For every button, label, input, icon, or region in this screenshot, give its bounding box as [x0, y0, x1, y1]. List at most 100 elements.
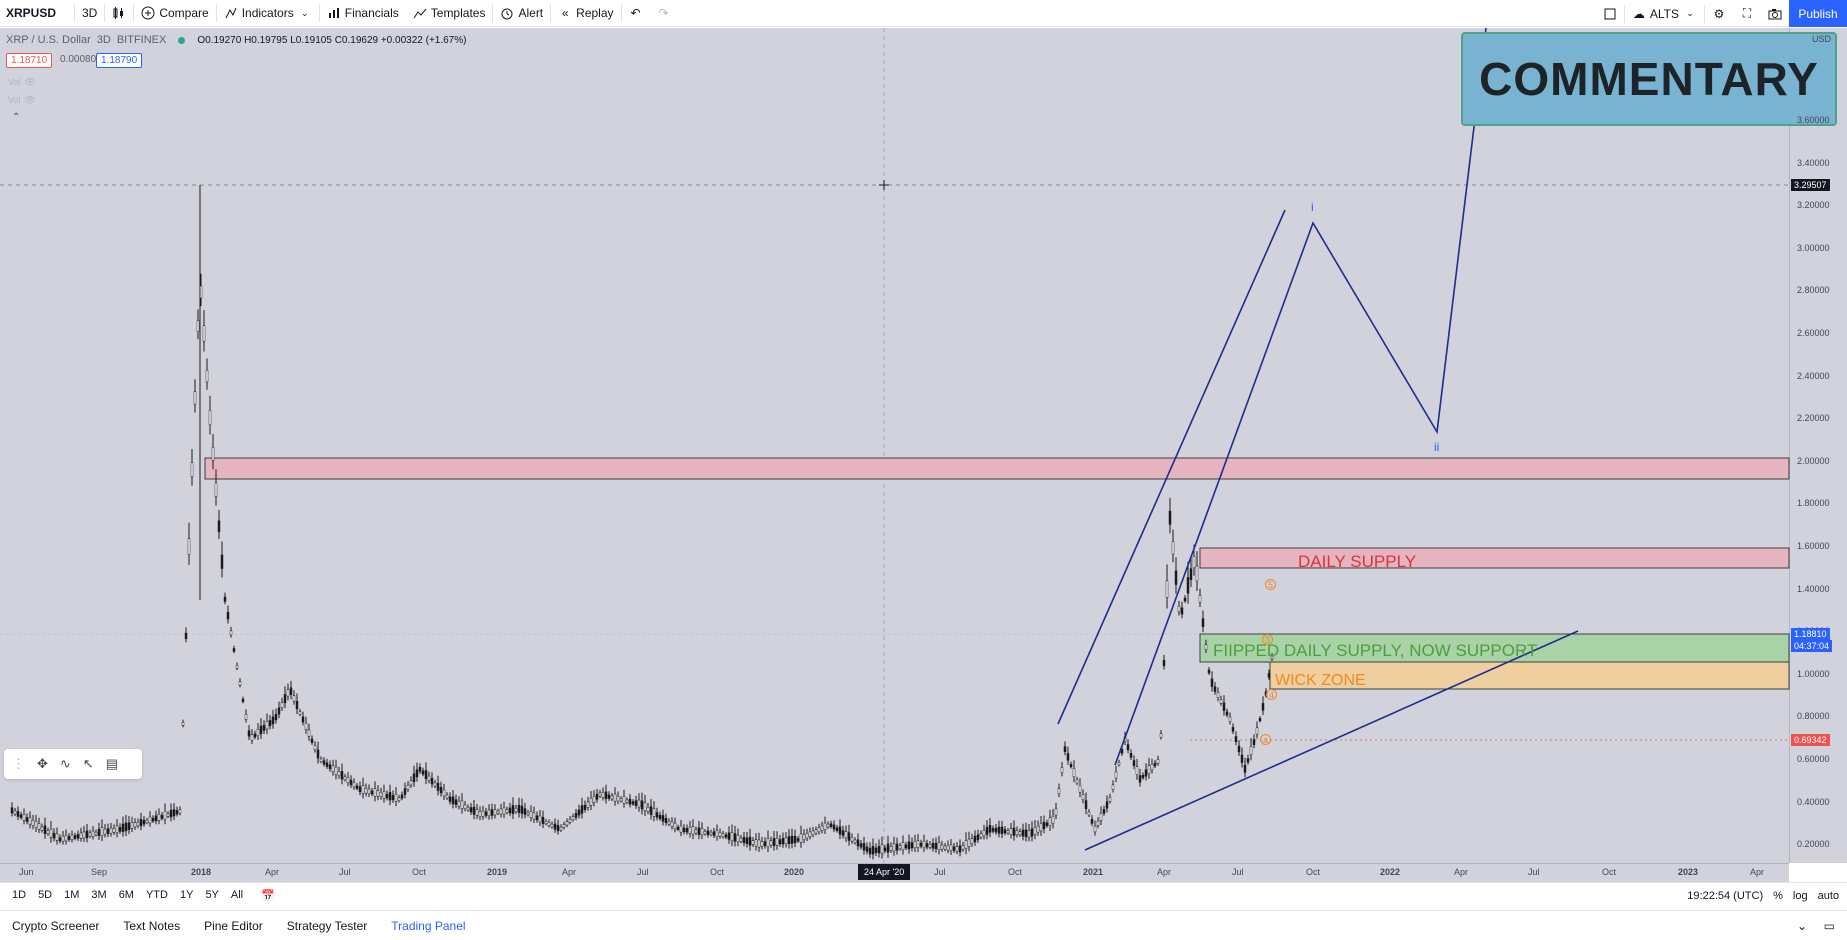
candle-body — [745, 837, 749, 844]
candle-body — [691, 826, 695, 835]
candle-body — [274, 713, 278, 721]
candle-body — [1249, 746, 1253, 756]
undo-button[interactable]: ↶ — [622, 0, 650, 27]
price-axis[interactable] — [1789, 28, 1847, 863]
compare-button[interactable]: Compare — [134, 0, 215, 27]
panel-tab[interactable]: Crypto Screener — [12, 918, 100, 933]
ruler-icon[interactable]: ▤ — [105, 756, 119, 771]
maximize-panel-icon[interactable]: ▭ — [1823, 918, 1835, 933]
candle-body — [622, 796, 626, 804]
candle-body — [394, 793, 398, 802]
currency-label[interactable]: USD — [1812, 34, 1832, 44]
range-button[interactable]: 1D — [12, 889, 27, 901]
pattern-icon[interactable]: ✥ — [37, 756, 48, 771]
candle-body — [52, 832, 56, 839]
time-tick-label: 2023 — [1678, 867, 1699, 877]
layout-select-button[interactable] — [1596, 0, 1624, 27]
volume-legend-2[interactable]: Vol 👁 — [8, 95, 36, 106]
candle-body — [88, 832, 92, 837]
candle-body — [1090, 818, 1094, 824]
range-button[interactable]: 1Y — [179, 889, 194, 901]
candle-body — [64, 834, 68, 842]
candle-body — [79, 832, 83, 839]
candle-body — [271, 716, 275, 725]
go-to-date-icon[interactable]: 📅 — [261, 889, 275, 902]
divider — [550, 4, 552, 22]
layout-name-button[interactable]: ☁ ALTS ⌄ — [1625, 0, 1704, 27]
time-tick-label: Jul — [934, 867, 946, 877]
auto-toggle[interactable]: auto — [1817, 889, 1839, 902]
candle-body — [613, 793, 617, 802]
candle-body — [1069, 764, 1073, 768]
eye-icon[interactable]: 👁 — [24, 95, 36, 105]
templates-button[interactable]: Templates — [406, 0, 493, 27]
cloud-icon: ☁ — [1632, 6, 1645, 21]
candle-body — [16, 811, 20, 817]
range-button[interactable]: 6M — [118, 889, 134, 901]
publish-button[interactable]: Publish — [1789, 0, 1847, 27]
candle-body — [1018, 831, 1022, 836]
collapse-legend-icon[interactable]: ⌃ — [12, 112, 21, 123]
range-button[interactable]: 3M — [91, 889, 107, 901]
candle-body — [1246, 758, 1250, 763]
time-tick-label: 2022 — [1380, 867, 1401, 877]
candle-body — [1159, 733, 1163, 738]
log-toggle[interactable]: log — [1792, 889, 1808, 902]
buy-price-box[interactable]: 1.18790 — [96, 53, 143, 68]
replay-button[interactable]: « Replay — [551, 0, 620, 27]
alert-button[interactable]: Alert — [493, 0, 550, 27]
interval-button[interactable]: 3D — [82, 6, 98, 20]
financials-button[interactable]: Financials — [320, 0, 406, 27]
candle-body — [637, 799, 641, 808]
chart-pane[interactable] — [0, 28, 1789, 863]
range-button[interactable]: 5Y — [205, 889, 219, 901]
volume-legend-1[interactable]: Vol 👁 — [8, 77, 36, 88]
candle-body — [1099, 813, 1103, 821]
fullscreen-button[interactable]: ⛶ — [1733, 0, 1761, 27]
sell-price-box[interactable]: 1.18710 — [6, 53, 53, 68]
snapshot-button[interactable] — [1761, 0, 1789, 27]
percent-toggle[interactable]: % — [1773, 889, 1783, 902]
drag-handle-icon[interactable]: ⋮ — [12, 756, 25, 771]
candle-body — [991, 828, 995, 832]
candle-body — [988, 824, 992, 833]
redo-button[interactable]: ↷ — [650, 0, 678, 27]
candle-body — [1255, 727, 1259, 735]
panel-tab[interactable]: Text Notes — [123, 918, 181, 933]
candle-body — [490, 809, 494, 816]
chart-type-button[interactable] — [105, 0, 133, 27]
candle-body — [187, 538, 191, 555]
wave-icon[interactable]: ∿ — [59, 756, 71, 771]
candle-body — [367, 788, 371, 795]
candle-body — [172, 809, 176, 817]
candle-body — [1270, 655, 1274, 660]
candle-body — [772, 838, 776, 846]
candle-body — [496, 810, 500, 814]
indicators-button[interactable]: Indicators ⌄ — [217, 0, 319, 27]
range-button[interactable]: YTD — [145, 889, 168, 901]
panel-tab[interactable]: Strategy Tester — [286, 918, 368, 933]
indicators-label: Indicators — [241, 6, 294, 20]
panel-tab[interactable]: Trading Panel — [391, 918, 466, 933]
price-tick-label: 1.80000 — [1797, 498, 1830, 509]
clock-label[interactable]: 19:22:54 (UTC) — [1687, 889, 1764, 902]
collapse-panel-icon[interactable]: ⌄ — [1796, 918, 1807, 933]
range-button[interactable]: 1M — [64, 889, 80, 901]
candle-body — [1111, 784, 1115, 790]
eye-icon[interactable]: 👁 — [24, 77, 36, 87]
settings-button[interactable]: ⚙ — [1705, 0, 1733, 27]
candle-body — [655, 812, 659, 818]
symbol-title[interactable]: XRP / U.S. Dollar — [6, 34, 91, 46]
symbol-search-button[interactable]: XRPUSD — [6, 6, 57, 20]
candle-body — [193, 391, 197, 405]
candle-body — [1177, 606, 1181, 613]
panel-tab[interactable]: Pine Editor — [204, 918, 263, 933]
range-button[interactable]: All — [230, 889, 244, 901]
time-tick-label: Apr — [1750, 867, 1765, 877]
candle-body — [601, 792, 605, 798]
candle-body — [181, 722, 185, 726]
cursor-icon[interactable]: ↖ — [82, 756, 94, 771]
candle-body — [43, 825, 47, 834]
candle-body — [514, 807, 518, 812]
range-button[interactable]: 5D — [38, 889, 53, 901]
